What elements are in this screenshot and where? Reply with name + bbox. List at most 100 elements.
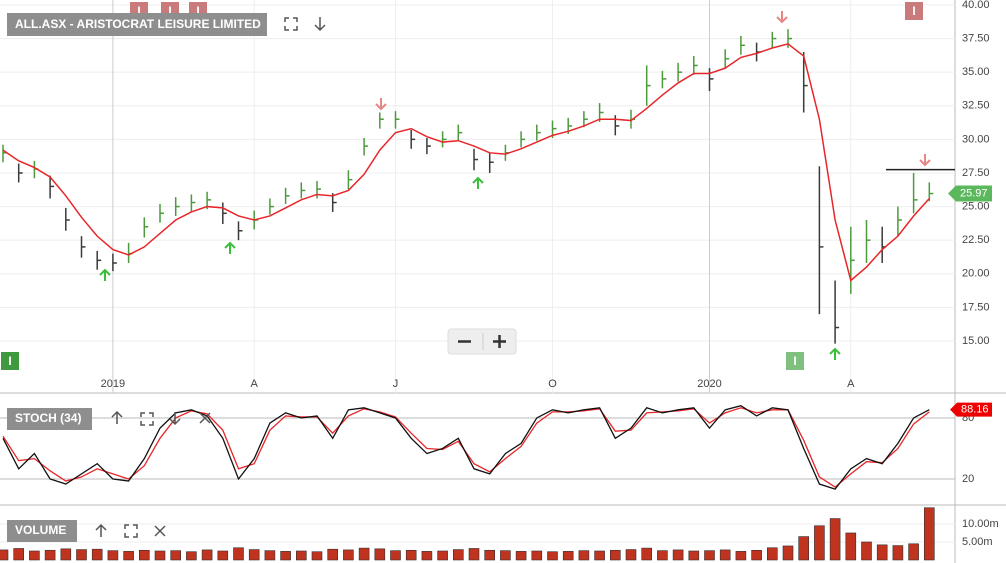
expand-icon[interactable] [140, 412, 154, 426]
volume-bar [390, 550, 401, 561]
x-tick-label: 2019 [101, 378, 125, 390]
volume-bar [452, 549, 464, 561]
volume-bar [923, 507, 935, 561]
zoom-in[interactable] [493, 335, 506, 348]
volume-bar [484, 549, 496, 561]
panel-titles: ALL.ASX - ARISTOCRAT LEISURE LIMITED STO… [7, 13, 267, 542]
sell-arrows [375, 11, 931, 167]
volume-bar [76, 549, 87, 561]
volume-bar [154, 550, 166, 561]
volume-bar [437, 550, 448, 561]
volume-bar [248, 549, 260, 561]
buy-arrows [99, 176, 841, 360]
volume-bar [704, 550, 715, 561]
down-icon[interactable] [169, 412, 181, 426]
close-icon[interactable] [199, 412, 211, 424]
close-icon[interactable] [154, 525, 166, 537]
volume-bar [892, 545, 904, 561]
volume-bar [139, 549, 150, 561]
y-tick-label: 35.00 [962, 66, 990, 78]
y-tick-label: 32.50 [962, 100, 990, 112]
volume-bar [91, 548, 103, 561]
stoch-line [2, 405, 930, 490]
volume-bar [421, 551, 433, 561]
volume-bar [515, 551, 527, 561]
y-tick-label: 30.00 [962, 133, 990, 145]
x-tick-label: J [393, 378, 399, 390]
volume-bar [751, 549, 762, 561]
volume-bar [217, 550, 229, 561]
y-tick-label: 25.00 [962, 200, 990, 212]
expand-icon[interactable] [284, 17, 298, 31]
volume-bar [829, 518, 841, 561]
expand-icon[interactable] [124, 524, 138, 538]
volume-bar [547, 551, 558, 561]
up-icon[interactable] [95, 523, 107, 537]
volume-bar [766, 547, 778, 561]
volume-bar [327, 548, 339, 561]
volume-bar [29, 550, 40, 561]
x-tick-label: A [251, 378, 259, 390]
volume-bar [264, 550, 276, 561]
y-tick-label: 15.00 [962, 335, 990, 347]
volume-bar [233, 547, 244, 561]
volume-bar [201, 549, 213, 561]
volume-bar [562, 551, 574, 561]
y-tick-label: 27.50 [962, 167, 990, 179]
volume-bar [688, 550, 700, 561]
last-value-label: 88.16 [961, 404, 989, 416]
volume-bar [107, 550, 119, 561]
y-tick-label: 22.50 [962, 234, 990, 246]
volume-bar [845, 532, 857, 561]
event-marker[interactable] [1, 352, 19, 370]
volume-bar [876, 544, 888, 561]
y-tick-label: 5.00m [962, 536, 993, 548]
event-marker[interactable] [905, 2, 923, 20]
event-label[interactable]: I [912, 4, 915, 18]
volume-bar [343, 549, 354, 561]
volume-bar [672, 549, 684, 561]
volume-bar [358, 547, 370, 561]
title-box [7, 520, 77, 542]
volume-bar [0, 549, 9, 561]
y-tick-label: 10.00m [962, 518, 999, 530]
volume-bar [374, 548, 386, 561]
volume-bar [908, 543, 919, 561]
volume-bar [798, 536, 810, 561]
volume-bar [123, 551, 134, 561]
y-tick-label: 37.50 [962, 32, 990, 44]
volume-bar [13, 548, 24, 561]
x-tick-label: O [548, 378, 557, 390]
volume-bar [719, 549, 731, 561]
volume-bar [625, 549, 637, 561]
volume-bar [468, 548, 480, 561]
volume-bar [861, 541, 872, 561]
event-label[interactable]: I [137, 4, 140, 18]
volume-bar [280, 551, 291, 561]
toolbar-icons[interactable] [95, 17, 326, 538]
event-label[interactable]: I [168, 4, 171, 18]
zoom-control[interactable] [447, 328, 517, 355]
x-tick-label: A [847, 378, 855, 390]
volume-bar [531, 550, 543, 561]
y-tick-label: 20 [962, 473, 974, 485]
event-label[interactable]: I [793, 354, 796, 368]
up-icon[interactable] [111, 410, 123, 424]
y-tick-label: 20.00 [962, 268, 990, 280]
event-marker[interactable] [786, 352, 804, 370]
last-price-label: 25.97 [960, 187, 988, 199]
volume-bar [405, 549, 417, 561]
volume-bar [170, 550, 181, 561]
volume-bar [641, 547, 653, 561]
y-tick-label: 40.00 [962, 0, 990, 11]
event-label[interactable]: I [196, 4, 199, 18]
volume-bar [735, 551, 747, 561]
event-label[interactable]: I [8, 354, 11, 368]
down-icon[interactable] [314, 17, 326, 32]
volume-bar [60, 548, 72, 561]
volume-title: VOLUME [15, 523, 66, 537]
volume-bar [295, 550, 307, 561]
volume-bar [44, 549, 56, 561]
